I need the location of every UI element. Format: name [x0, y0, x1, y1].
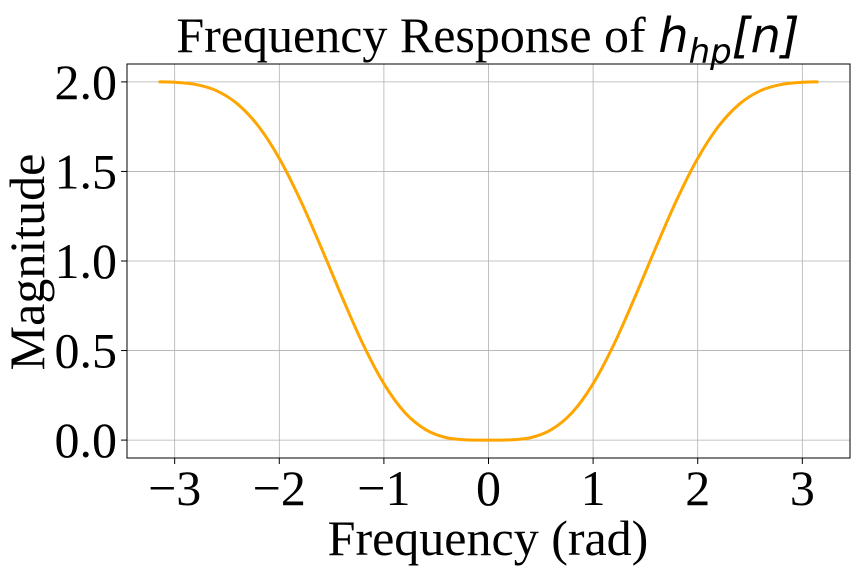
x-tick-label: 1: [581, 460, 606, 516]
y-tick-label: 0.0: [55, 412, 118, 468]
x-axis-ticks: −3 −2 −1 0 1 2 3: [148, 458, 815, 516]
chart-title: Frequency Response of hhp[n]: [176, 7, 799, 72]
chart-title-math-subscript: hp: [689, 32, 732, 72]
y-tick-label: 2.0: [55, 54, 118, 110]
chart-title-math-base: h: [658, 8, 688, 64]
x-tick-label: 2: [685, 460, 710, 516]
y-tick-label: 0.5: [55, 323, 118, 379]
x-axis-label: Frequency (rad): [328, 510, 649, 566]
chart-title-math-suffix: [n]: [732, 8, 800, 64]
y-tick-label: 1.5: [55, 143, 118, 199]
chart-title-prefix: Frequency Response of: [176, 7, 658, 63]
x-tick-label: −3: [148, 460, 201, 516]
x-tick-label: 0: [476, 460, 501, 516]
y-tick-label: 1.0: [55, 233, 118, 289]
magnitude-series-line: [158, 80, 819, 442]
grid: [127, 64, 850, 458]
x-tick-label: −2: [253, 460, 306, 516]
y-axis-ticks: 0.0 0.5 1.0 1.5 2.0: [55, 54, 127, 468]
x-tick-label: −1: [357, 460, 410, 516]
x-tick-label: 3: [790, 460, 815, 516]
series-layer: [158, 80, 819, 442]
y-axis-label: Magnitude: [0, 154, 55, 371]
